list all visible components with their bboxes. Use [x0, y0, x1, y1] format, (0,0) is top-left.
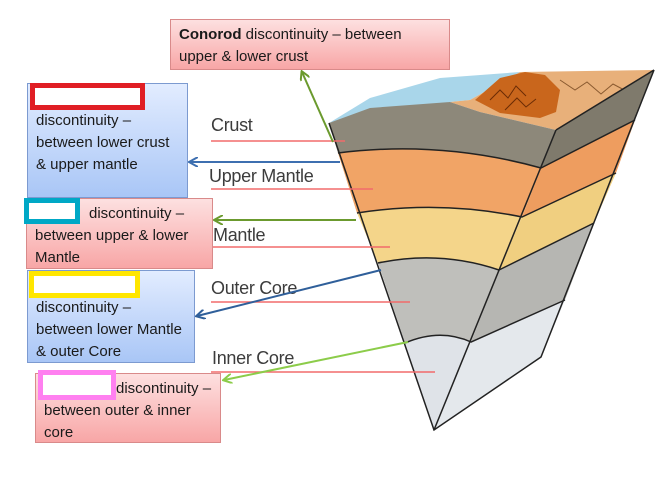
- repetti-answer-blank[interactable]: [24, 198, 80, 224]
- mantle-front: [357, 207, 522, 270]
- inner-core-front: [405, 335, 471, 430]
- conrad-name: Conorod: [179, 26, 242, 43]
- repetti-text: discontinuity – between upper & lower Ma…: [35, 205, 189, 266]
- lehmann-text: discontinuity – between outer & inner co…: [44, 380, 212, 441]
- gutenberg-text: discontinuity – between lower Mantle & o…: [36, 299, 182, 360]
- label-mantle: Mantle: [213, 225, 266, 245]
- lehmann-answer-blank[interactable]: [38, 370, 116, 400]
- label-inner-core: Inner Core: [212, 348, 295, 368]
- outer-core-front: [378, 257, 499, 343]
- label-outer-core: Outer Core: [211, 278, 298, 298]
- moho-answer-blank[interactable]: [30, 83, 145, 110]
- moho-text: discontinuity – between lower crust & up…: [36, 112, 170, 173]
- label-crust: Crust: [211, 115, 253, 135]
- label-upper-mantle: Upper Mantle: [209, 166, 314, 186]
- callout-conrad: Conorod discontinuity – between upper & …: [170, 19, 450, 70]
- mountain: [475, 72, 560, 118]
- upper-mantle-front: [338, 148, 541, 217]
- crust-front: [329, 102, 556, 168]
- conrad-text: discontinuity – between upper & lower cr…: [179, 26, 402, 65]
- callout-lehmann: discontinuity – between outer & inner co…: [35, 373, 221, 443]
- gutenberg-answer-blank[interactable]: [29, 271, 140, 298]
